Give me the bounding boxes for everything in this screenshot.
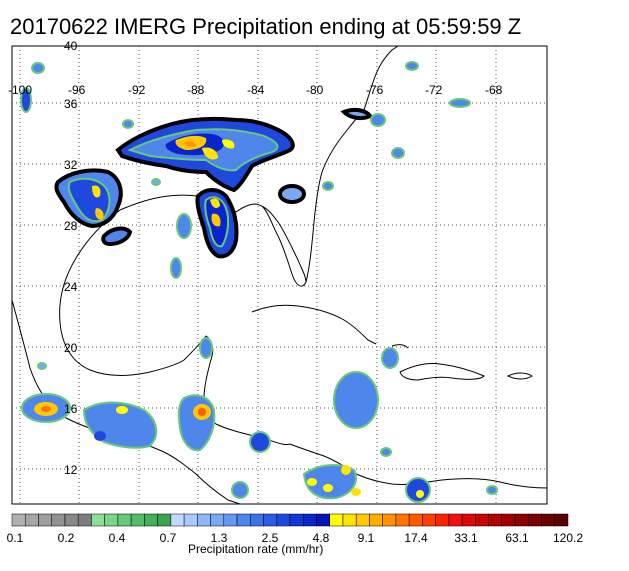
colorbar-swatch	[395, 513, 410, 527]
colorbar-swatch	[223, 513, 238, 527]
colorbar-tick-label: 1.3	[210, 531, 228, 545]
us-atlantic-coast	[305, 45, 399, 283]
colorbar-swatch	[144, 513, 158, 527]
puerto-rico-coast	[506, 372, 533, 380]
colorbar-tick-label: 2.5	[261, 531, 279, 545]
coastlines	[11, 45, 548, 505]
colorbar-tick-label: 120.2	[552, 531, 584, 545]
colorbar-tick-label: 33.1	[454, 531, 478, 545]
colorbar-swatch	[104, 513, 119, 527]
colorbar-swatch	[382, 513, 397, 527]
colorbar-swatch	[408, 513, 423, 527]
map-frame	[11, 45, 548, 505]
lat-label: 28	[64, 219, 78, 233]
lon-label: -96	[68, 83, 86, 97]
colorbar-tick-label: 17.4	[404, 531, 428, 545]
lat-label: 20	[64, 341, 78, 355]
colorbar-swatch	[183, 513, 198, 527]
colorbar-swatch	[51, 513, 66, 527]
colorbar-tick-label: 63.1	[505, 531, 529, 545]
colorbar-swatch	[435, 513, 450, 527]
hispaniola-coast	[399, 363, 485, 381]
colorbar-swatch	[528, 513, 542, 527]
colorbar-swatch	[475, 513, 489, 527]
colorbar-swatch	[24, 513, 39, 527]
precipitation-areas	[20, 61, 498, 503]
map-title: 20170622 IMERG Precipitation ending at 0…	[10, 14, 522, 39]
colorbar-tick-label: 4.8	[312, 531, 330, 545]
colorbar-swatch	[38, 513, 52, 527]
colorbar-tick-label: 0.7	[159, 531, 177, 545]
lon-label: -84	[247, 83, 265, 97]
colorbar-swatch	[210, 513, 225, 527]
lon-label: -76	[366, 83, 384, 97]
rain-area-jamaica	[333, 371, 379, 429]
rain-area-texas-coast	[101, 226, 133, 247]
colorbar-swatch	[488, 513, 503, 527]
cuba-coast	[251, 304, 377, 345]
lon-label: -88	[187, 83, 205, 97]
colorbar-swatch	[289, 513, 304, 527]
lat-label: 16	[64, 402, 78, 416]
colorbar-swatch	[329, 513, 344, 527]
colorbar-swatch	[422, 513, 436, 527]
colorbar-swatch	[64, 513, 79, 527]
lat-label: 40	[64, 39, 78, 53]
colorbar-swatch	[501, 513, 516, 527]
colorbar-swatch	[448, 513, 463, 527]
colorbar-swatch	[554, 513, 569, 527]
lon-label: -68	[485, 83, 503, 97]
colorbar-swatch	[514, 513, 529, 527]
lat-label: 24	[64, 280, 78, 294]
south-america-coast	[289, 443, 548, 489]
colorbar-swatch	[91, 513, 105, 527]
colorbar-swatch	[250, 513, 264, 527]
colorbar-swatch	[342, 513, 357, 527]
colorbar-swatch	[11, 513, 26, 527]
bahamas-coast	[391, 344, 409, 349]
colorbar-swatch	[276, 513, 291, 527]
colorbar-swatch	[236, 513, 251, 527]
colorbar-swatch	[130, 513, 145, 527]
lon-label: -80	[306, 83, 324, 97]
colorbar-swatch	[77, 513, 92, 527]
colorbar-swatch	[157, 513, 172, 527]
colorbar-tick-label: 0.4	[108, 531, 126, 545]
colorbar-swatch	[263, 513, 278, 527]
colorbar-swatch	[316, 513, 330, 527]
lon-label: -100	[8, 83, 32, 97]
colorbar-swatch	[541, 513, 556, 527]
rain-area-florida	[278, 184, 306, 204]
colorbar-tick-label: 0.1	[6, 531, 24, 545]
colorbar-swatch	[369, 513, 383, 527]
lat-label: 32	[64, 158, 78, 172]
colorbar-swatch	[355, 513, 370, 527]
colorbar-swatch	[461, 513, 476, 527]
lat-label: 36	[64, 97, 78, 111]
colorbar-swatch	[302, 513, 317, 527]
lon-label: -72	[425, 83, 443, 97]
mexico-gulf-coast	[59, 209, 185, 376]
colorbar-swatch	[117, 513, 132, 527]
colorbar-swatch	[170, 513, 185, 527]
colorbar-tick-label: 9.1	[357, 531, 375, 545]
colorbar	[11, 513, 569, 527]
lat-label: 12	[64, 463, 78, 477]
colorbar-tick-label: 0.2	[57, 531, 75, 545]
colorbar-title: Precipitation rate (mm/hr)	[188, 542, 324, 556]
lon-label: -92	[128, 83, 146, 97]
colorbar-swatch	[197, 513, 211, 527]
rain-area-carolina	[340, 107, 373, 121]
